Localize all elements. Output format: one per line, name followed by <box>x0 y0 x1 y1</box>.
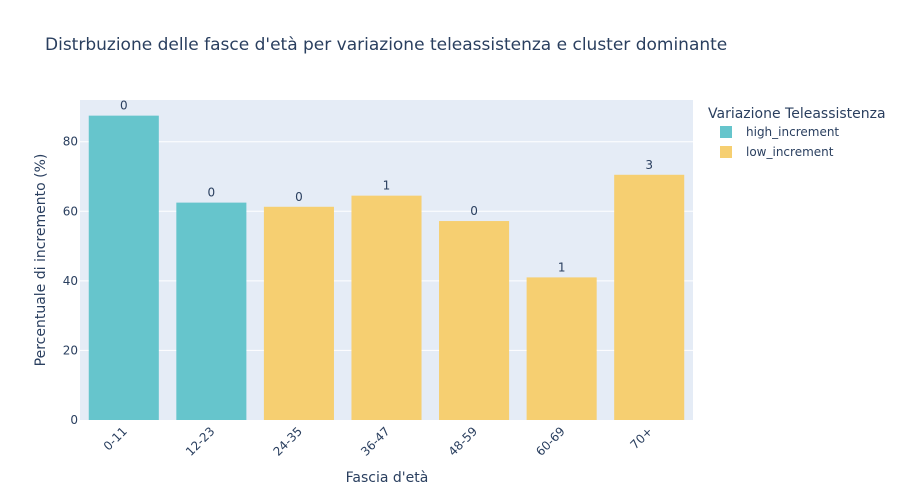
y-tick-label: 40 <box>63 274 78 288</box>
chart-title: Distrbuzione delle fasce d'età per varia… <box>45 35 727 55</box>
y-tick-label: 60 <box>63 204 78 218</box>
y-tick-label: 20 <box>63 343 78 357</box>
bar-data-label: 3 <box>645 158 653 172</box>
legend-swatch[interactable] <box>720 126 732 138</box>
x-tick-label: 70+ <box>628 424 656 452</box>
legend-title: Variazione Teleassistenza <box>708 106 886 122</box>
bar <box>351 195 422 420</box>
bar-data-label: 0 <box>120 99 128 113</box>
x-axis-ticks: 0-11 12-23 24-35 36-47 48-59 60-69 70+ <box>101 424 656 459</box>
legend: Variazione Teleassistenza high_increment… <box>708 106 886 159</box>
bar-data-label: 1 <box>558 260 566 274</box>
bar-data-label: 1 <box>383 179 391 193</box>
y-axis-ticks: 0 20 40 60 80 <box>63 135 78 427</box>
x-tick-label: 36-47 <box>358 424 393 459</box>
x-tick-label: 48-59 <box>446 424 481 459</box>
bar-data-label: 0 <box>470 204 478 218</box>
y-tick-label: 80 <box>63 135 78 149</box>
bar <box>614 174 685 420</box>
y-axis-title: Percentuale di incremento (%) <box>33 154 49 367</box>
bar-data-label: 0 <box>208 186 216 200</box>
x-tick-label: 0-11 <box>101 424 130 453</box>
bar <box>439 221 510 420</box>
bar <box>263 206 334 420</box>
legend-entry-label[interactable]: low_increment <box>746 145 834 159</box>
x-tick-label: 24-35 <box>270 424 305 459</box>
x-axis-title: Fascia d'età <box>346 470 429 486</box>
bar <box>176 202 247 420</box>
bars: 0 0 0 1 0 1 3 <box>88 99 685 421</box>
x-tick-label: 60-69 <box>533 424 568 459</box>
legend-entry-label[interactable]: high_increment <box>746 125 839 139</box>
y-tick-label: 0 <box>70 413 78 427</box>
bar <box>88 115 159 421</box>
x-tick-label: 12-23 <box>183 424 218 459</box>
bar <box>526 277 597 420</box>
bar-data-label: 0 <box>295 190 303 204</box>
legend-swatch[interactable] <box>720 146 732 158</box>
